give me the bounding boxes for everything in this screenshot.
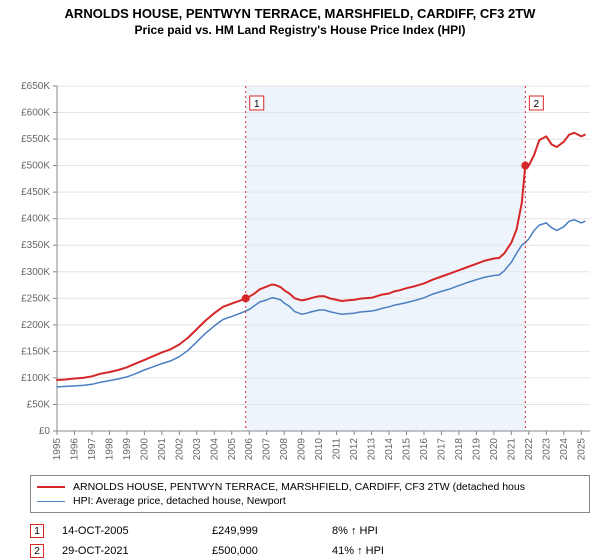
x-tick-label: 2007 — [262, 438, 273, 461]
chart-title-line-2: Price paid vs. HM Land Registry's House … — [0, 21, 600, 41]
x-tick-label: 2024 — [559, 438, 570, 461]
legend-swatch — [37, 486, 65, 488]
x-tick-label: 2021 — [506, 438, 517, 461]
x-tick-label: 1999 — [122, 438, 133, 461]
sales-vs-hpi: 41% ↑ HPI — [332, 545, 384, 557]
y-tick-label: £550K — [21, 134, 50, 145]
chart-container: { "titles": { "line1": "ARNOLDS HOUSE, P… — [0, 0, 600, 560]
x-tick-label: 2023 — [541, 438, 552, 461]
x-tick-label: 2019 — [471, 438, 482, 461]
y-tick-label: £650K — [21, 81, 50, 92]
x-tick-label: 2015 — [402, 438, 413, 461]
x-tick-label: 2017 — [436, 438, 447, 461]
sales-price: £500,000 — [212, 545, 332, 557]
chart-plot-area: £0 £50K £100K £150K £200K £250K £300K £350K £400… — [0, 41, 600, 473]
x-tick-label: 2014 — [384, 438, 395, 461]
x-tick-label: 2006 — [244, 438, 255, 461]
x-tick-label: 1998 — [104, 438, 115, 461]
x-tick-label: 2008 — [279, 438, 290, 461]
x-tick-label: 2003 — [192, 438, 203, 461]
x-tick-label: 2005 — [227, 438, 238, 461]
y-tick-label: £350K — [21, 240, 50, 251]
x-tick-label: 2018 — [454, 438, 465, 461]
sales-row: 2 29-OCT-2021£500,00041% ↑ HPI — [30, 541, 590, 560]
sales-marker: 1 — [30, 524, 44, 538]
sales-marker: 2 — [30, 544, 44, 558]
x-tick-label: 2012 — [349, 438, 360, 461]
y-tick-label: £600K — [21, 108, 50, 119]
y-tick-label: £500K — [21, 161, 50, 172]
y-tick-label: £450K — [21, 187, 50, 198]
sales-vs-hpi: 8% ↑ HPI — [332, 525, 378, 537]
x-tick-label: 2025 — [576, 438, 587, 461]
legend-item: HPI: Average price, detached house, Newp… — [31, 494, 589, 508]
x-tick-label: 2004 — [209, 438, 220, 461]
x-tick-label: 2001 — [157, 438, 168, 461]
chart-svg: £0 £50K £100K £150K £200K £250K £300K £350K £400… — [0, 41, 596, 473]
y-tick-label: £250K — [21, 293, 50, 304]
sales-date: 14-OCT-2005 — [62, 525, 212, 537]
y-tick-label: £400K — [21, 214, 50, 225]
x-tick-label: 2013 — [367, 438, 378, 461]
legend-item: ARNOLDS HOUSE, PENTWYN TERRACE, MARSHFIE… — [31, 480, 589, 494]
x-tick-label: 2020 — [489, 438, 500, 461]
x-tick-label: 2002 — [174, 438, 185, 461]
legend: ARNOLDS HOUSE, PENTWYN TERRACE, MARSHFIE… — [30, 475, 590, 513]
sales-date: 29-OCT-2021 — [62, 545, 212, 557]
sales-price: £249,999 — [212, 525, 332, 537]
legend-swatch — [37, 501, 65, 502]
y-tick-label: £200K — [21, 320, 50, 331]
x-tick-label: 1996 — [69, 438, 80, 461]
shaded-region — [246, 86, 526, 431]
x-tick-label: 1995 — [52, 438, 63, 461]
legend-label: ARNOLDS HOUSE, PENTWYN TERRACE, MARSHFIE… — [73, 481, 525, 493]
sales-row: 1 14-OCT-2005£249,9998% ↑ HPI — [30, 521, 590, 541]
x-tick-label: 2022 — [524, 438, 535, 461]
chart-title-line-1: ARNOLDS HOUSE, PENTWYN TERRACE, MARSHFIE… — [0, 0, 600, 21]
marker-label-text: 1 — [254, 99, 260, 110]
x-tick-label: 2011 — [332, 438, 343, 460]
x-tick-label: 2000 — [139, 438, 150, 461]
y-tick-label: £0 — [39, 426, 51, 437]
x-tick-label: 2010 — [314, 438, 325, 461]
y-tick-label: £50K — [27, 399, 51, 410]
x-tick-label: 2009 — [297, 438, 308, 461]
marker-label-text: 2 — [534, 99, 540, 110]
sales-table: 1 14-OCT-2005£249,9998% ↑ HPI 2 29-OCT-2021… — [30, 521, 590, 560]
sale-dot — [521, 162, 529, 170]
x-tick-label: 1997 — [87, 438, 98, 461]
x-tick-label: 2016 — [419, 438, 430, 461]
y-tick-label: £150K — [21, 346, 50, 357]
legend-label: HPI: Average price, detached house, Newp… — [73, 495, 286, 507]
sale-dot — [242, 294, 250, 302]
y-tick-label: £100K — [21, 373, 50, 384]
y-tick-label: £300K — [21, 267, 50, 278]
